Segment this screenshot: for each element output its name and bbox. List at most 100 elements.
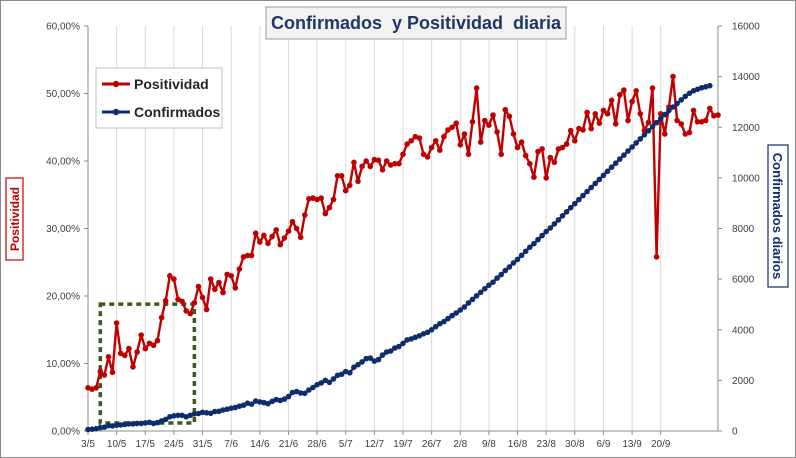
- data-point: [662, 131, 668, 137]
- data-point: [326, 204, 333, 211]
- data-point: [686, 129, 693, 136]
- data-point: [355, 361, 361, 368]
- data-point: [666, 107, 672, 114]
- data-point: [171, 413, 177, 419]
- data-point: [457, 307, 464, 313]
- data-point: [621, 152, 627, 158]
- data-point: [559, 144, 566, 151]
- data-point: [686, 90, 693, 97]
- data-point: [199, 294, 206, 301]
- data-point: [363, 355, 370, 362]
- data-point: [506, 264, 513, 270]
- data-point: [212, 286, 218, 293]
- data-point: [183, 308, 189, 314]
- right-tick-label: 2000: [732, 376, 755, 387]
- data-point: [248, 401, 255, 408]
- data-point: [637, 136, 644, 142]
- data-point: [203, 306, 210, 313]
- data-point: [502, 267, 509, 274]
- data-point: [277, 241, 284, 248]
- data-point: [162, 416, 169, 423]
- data-point: [539, 146, 545, 152]
- data-point: [220, 289, 226, 296]
- x-tick-label: 3/5: [81, 439, 95, 450]
- data-point: [175, 412, 181, 419]
- data-point: [498, 151, 505, 158]
- data-point: [97, 368, 104, 375]
- data-point: [158, 314, 165, 321]
- data-point: [477, 289, 484, 296]
- data-point: [191, 411, 198, 417]
- data-point: [281, 396, 288, 402]
- left-axis: 0,00% 10,00% 20,00% 30,00% 40,00% 50,00% 60,00…: [46, 22, 89, 438]
- data-point: [649, 123, 656, 130]
- data-point: [461, 131, 468, 137]
- data-point: [130, 421, 136, 427]
- data-point: [494, 275, 500, 281]
- x-tick-label: 2/8: [453, 439, 467, 450]
- data-point: [138, 332, 144, 338]
- data-point: [457, 142, 464, 148]
- right-tick-label: 4000: [732, 325, 755, 336]
- data-point: [162, 297, 169, 304]
- data-point: [400, 151, 406, 158]
- data-point: [93, 385, 99, 391]
- data-point: [318, 195, 325, 201]
- data-point: [306, 387, 312, 393]
- data-point: [527, 244, 533, 250]
- data-point: [547, 225, 554, 231]
- data-point: [694, 119, 701, 125]
- data-point: [592, 180, 599, 187]
- data-point: [596, 120, 603, 126]
- data-point: [633, 88, 639, 94]
- data-point: [576, 196, 582, 203]
- left-tick-label: 30,00%: [46, 224, 80, 235]
- data-point: [608, 97, 615, 104]
- data-point: [494, 129, 500, 135]
- data-point: [473, 293, 480, 299]
- data-point: [514, 144, 521, 151]
- data-point: [445, 315, 451, 322]
- data-point: [637, 111, 644, 117]
- data-point: [428, 327, 435, 333]
- data-point: [302, 212, 308, 218]
- data-point: [363, 158, 370, 164]
- data-point: [248, 252, 255, 259]
- data-point: [171, 276, 177, 282]
- data-point: [334, 173, 341, 179]
- series-confirmados: [85, 82, 713, 433]
- data-point: [441, 318, 447, 325]
- x-tick-label: 5/7: [339, 439, 353, 450]
- right-tick-label: 16000: [732, 22, 760, 33]
- data-point: [612, 160, 619, 166]
- x-tick-label: 10/5: [107, 439, 127, 450]
- data-point: [437, 147, 443, 153]
- data-point: [715, 112, 721, 118]
- data-point: [649, 85, 656, 91]
- right-axis: 0 2000 4000 6000 8000 10000 12000 14000 16000: [717, 22, 760, 438]
- data-point: [449, 312, 455, 319]
- data-point: [142, 420, 149, 426]
- data-point: [629, 144, 635, 150]
- data-point: [600, 172, 607, 179]
- data-point: [572, 138, 578, 144]
- x-tick-label: 26/7: [422, 439, 442, 450]
- data-point: [678, 121, 684, 127]
- data-point: [469, 119, 476, 125]
- data-point: [670, 104, 676, 110]
- data-point: [392, 160, 398, 167]
- data-point: [359, 163, 365, 170]
- left-tick-label: 60,00%: [46, 22, 80, 33]
- data-point: [347, 182, 353, 189]
- data-point: [244, 252, 251, 259]
- data-point: [187, 310, 194, 317]
- data-point: [105, 422, 112, 429]
- x-tick-label: 17/5: [136, 439, 156, 450]
- series-line: [87, 84, 711, 431]
- data-point: [347, 370, 353, 376]
- data-point: [126, 345, 132, 352]
- data-point: [342, 187, 349, 194]
- data-point: [522, 248, 529, 255]
- data-point: [506, 113, 513, 120]
- data-point: [612, 121, 619, 127]
